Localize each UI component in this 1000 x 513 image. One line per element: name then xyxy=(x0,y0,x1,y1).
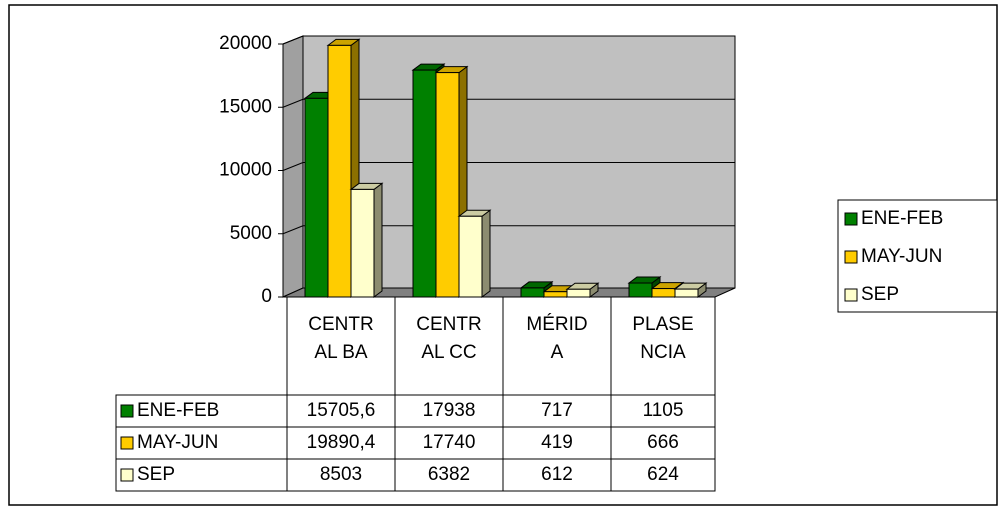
table-legend-key xyxy=(120,436,134,450)
table-value: 717 xyxy=(541,400,573,421)
x-tick-label: PLASE NCIA xyxy=(632,314,693,363)
bar-front xyxy=(304,97,329,298)
table-value: 15705,6 xyxy=(307,400,376,421)
bar xyxy=(673,282,708,298)
y-tick-label: 5000 xyxy=(230,223,272,244)
bar xyxy=(349,182,384,298)
x-tick-label: CENTR AL BA xyxy=(308,314,373,363)
bar-front xyxy=(412,69,437,298)
grid-line xyxy=(282,225,304,235)
legend-key xyxy=(844,250,858,264)
bar-front xyxy=(327,44,352,298)
bar-front xyxy=(458,215,483,298)
bar xyxy=(565,282,600,298)
y-tick-label: 0 xyxy=(261,286,272,307)
bar-front xyxy=(435,72,460,298)
grid-line xyxy=(282,98,304,108)
table-legend-key xyxy=(120,404,134,418)
bar-front xyxy=(674,288,699,298)
bar-front xyxy=(520,287,545,298)
legend-key xyxy=(844,212,858,226)
bar-front xyxy=(651,288,676,298)
table-value: 624 xyxy=(647,464,679,485)
legend-box xyxy=(837,199,998,313)
table-value: 612 xyxy=(541,464,573,485)
table-series-label: ENE-FEB xyxy=(137,400,219,421)
x-tick-label: MÉRID A xyxy=(526,314,587,363)
table-value: 419 xyxy=(541,432,573,453)
table-series-label: SEP xyxy=(137,464,175,485)
legend-label: ENE-FEB xyxy=(861,208,943,229)
grid-line xyxy=(282,35,304,45)
y-tick-label: 15000 xyxy=(219,96,272,117)
table-value: 19890,4 xyxy=(307,432,376,453)
y-tick-label: 10000 xyxy=(219,160,272,181)
grid-line xyxy=(282,162,304,171)
bar xyxy=(457,209,492,298)
y-tick-label: 20000 xyxy=(219,33,272,54)
table-series-label: MAY-JUN xyxy=(137,432,218,453)
table-value: 6382 xyxy=(428,464,470,485)
bar-side xyxy=(481,209,491,298)
bar-front xyxy=(350,188,375,298)
x-tick-label: CENTR AL CC xyxy=(416,314,481,363)
table-frame xyxy=(115,394,716,492)
legend-label: SEP xyxy=(861,284,899,305)
legend-label: MAY-JUN xyxy=(861,246,942,267)
bar-front xyxy=(566,288,591,298)
bar-side xyxy=(373,182,383,298)
table-value: 1105 xyxy=(643,400,684,421)
table-value: 17938 xyxy=(423,400,476,421)
table-value: 17740 xyxy=(423,432,476,453)
table-legend-key xyxy=(120,468,134,482)
bar-front xyxy=(628,282,653,298)
table-value: 666 xyxy=(647,432,679,453)
legend-key xyxy=(844,288,858,302)
bar-front xyxy=(543,291,568,298)
table-value: 8503 xyxy=(320,464,362,485)
